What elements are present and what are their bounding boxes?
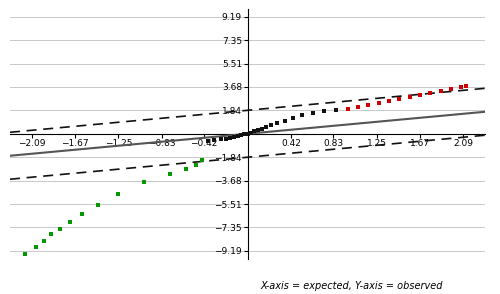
Point bbox=[308, 111, 316, 115]
Point bbox=[436, 88, 444, 93]
Point bbox=[226, 135, 234, 140]
Point bbox=[210, 138, 218, 143]
Point bbox=[216, 137, 224, 142]
Point bbox=[447, 86, 455, 91]
Point bbox=[280, 118, 288, 123]
Point bbox=[262, 125, 270, 130]
Point bbox=[140, 180, 148, 185]
Point bbox=[462, 83, 470, 88]
Point bbox=[66, 219, 74, 224]
Point bbox=[254, 128, 262, 133]
Point bbox=[114, 192, 122, 197]
Point bbox=[406, 95, 413, 100]
Point bbox=[222, 136, 230, 141]
Point bbox=[320, 109, 328, 114]
Point bbox=[364, 103, 372, 108]
Point bbox=[244, 131, 252, 136]
Point bbox=[258, 127, 266, 131]
Point bbox=[385, 99, 393, 103]
Point bbox=[204, 138, 212, 143]
Point bbox=[230, 134, 238, 139]
Point bbox=[40, 238, 48, 243]
Point bbox=[234, 134, 242, 138]
Point bbox=[289, 115, 297, 120]
Point bbox=[78, 212, 86, 216]
Point bbox=[298, 113, 306, 117]
Point bbox=[48, 232, 56, 237]
Point bbox=[198, 158, 206, 163]
Point bbox=[416, 93, 424, 98]
Text: X-axis = expected, Y-axis = observed: X-axis = expected, Y-axis = observed bbox=[260, 281, 442, 291]
Point bbox=[354, 105, 362, 110]
Point bbox=[166, 172, 174, 176]
Point bbox=[344, 107, 351, 112]
Point bbox=[246, 130, 254, 135]
Point bbox=[274, 121, 281, 126]
Point bbox=[192, 162, 200, 167]
Point bbox=[396, 97, 404, 102]
Point bbox=[267, 123, 275, 128]
Point bbox=[332, 108, 340, 113]
Point bbox=[374, 101, 382, 106]
Point bbox=[32, 245, 40, 250]
Point bbox=[56, 226, 64, 231]
Point bbox=[94, 202, 102, 207]
Point bbox=[22, 252, 30, 257]
Point bbox=[426, 91, 434, 96]
Point bbox=[457, 85, 465, 90]
Point bbox=[250, 129, 258, 134]
Point bbox=[182, 166, 190, 171]
Point bbox=[240, 132, 248, 137]
Point bbox=[238, 133, 246, 138]
